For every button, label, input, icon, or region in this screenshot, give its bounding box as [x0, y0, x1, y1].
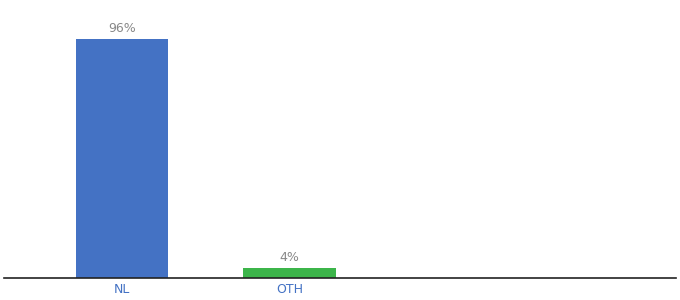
Bar: [243, 268, 336, 278]
Text: 4%: 4%: [279, 251, 300, 264]
Text: 96%: 96%: [108, 22, 135, 35]
Bar: [75, 39, 168, 278]
